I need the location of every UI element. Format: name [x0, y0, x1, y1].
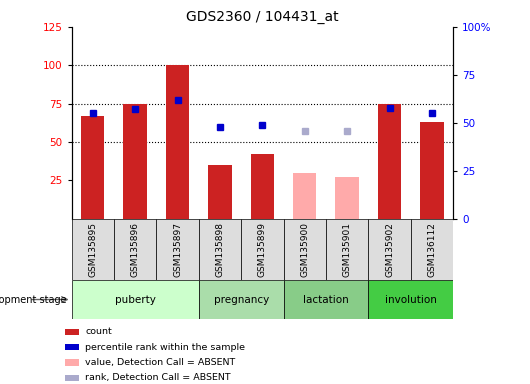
- Text: GSM135898: GSM135898: [216, 222, 224, 277]
- Text: lactation: lactation: [303, 295, 349, 305]
- Text: GSM136112: GSM136112: [428, 222, 436, 277]
- Bar: [368, 219, 411, 280]
- Bar: [65, 344, 79, 350]
- Bar: [368, 280, 453, 319]
- Bar: [284, 219, 326, 280]
- Text: GSM135897: GSM135897: [173, 222, 182, 277]
- Bar: [166, 65, 189, 219]
- Text: development stage: development stage: [0, 295, 66, 305]
- Bar: [72, 219, 114, 280]
- Text: involution: involution: [385, 295, 437, 305]
- Text: puberty: puberty: [114, 295, 156, 305]
- Bar: [208, 165, 232, 219]
- Text: pregnancy: pregnancy: [214, 295, 269, 305]
- Text: value, Detection Call = ABSENT: value, Detection Call = ABSENT: [85, 358, 235, 367]
- Bar: [326, 219, 368, 280]
- Text: GSM135896: GSM135896: [131, 222, 139, 277]
- Bar: [65, 375, 79, 381]
- Bar: [81, 116, 104, 219]
- Bar: [251, 154, 274, 219]
- Bar: [420, 122, 444, 219]
- Bar: [411, 219, 453, 280]
- Bar: [123, 104, 147, 219]
- Bar: [72, 280, 199, 319]
- Text: GSM135900: GSM135900: [301, 222, 309, 277]
- Text: GSM135902: GSM135902: [385, 222, 394, 277]
- Bar: [241, 219, 284, 280]
- Bar: [284, 280, 368, 319]
- Bar: [378, 104, 401, 219]
- Bar: [199, 280, 284, 319]
- Bar: [65, 359, 79, 366]
- Text: rank, Detection Call = ABSENT: rank, Detection Call = ABSENT: [85, 373, 231, 382]
- Bar: [65, 329, 79, 335]
- Bar: [335, 177, 359, 219]
- Bar: [199, 219, 241, 280]
- Text: GSM135895: GSM135895: [89, 222, 97, 277]
- Bar: [293, 173, 316, 219]
- Text: GSM135899: GSM135899: [258, 222, 267, 277]
- Text: count: count: [85, 327, 112, 336]
- Text: percentile rank within the sample: percentile rank within the sample: [85, 343, 245, 352]
- Bar: [114, 219, 156, 280]
- Title: GDS2360 / 104431_at: GDS2360 / 104431_at: [186, 10, 339, 25]
- Text: GSM135901: GSM135901: [343, 222, 351, 277]
- Bar: [156, 219, 199, 280]
